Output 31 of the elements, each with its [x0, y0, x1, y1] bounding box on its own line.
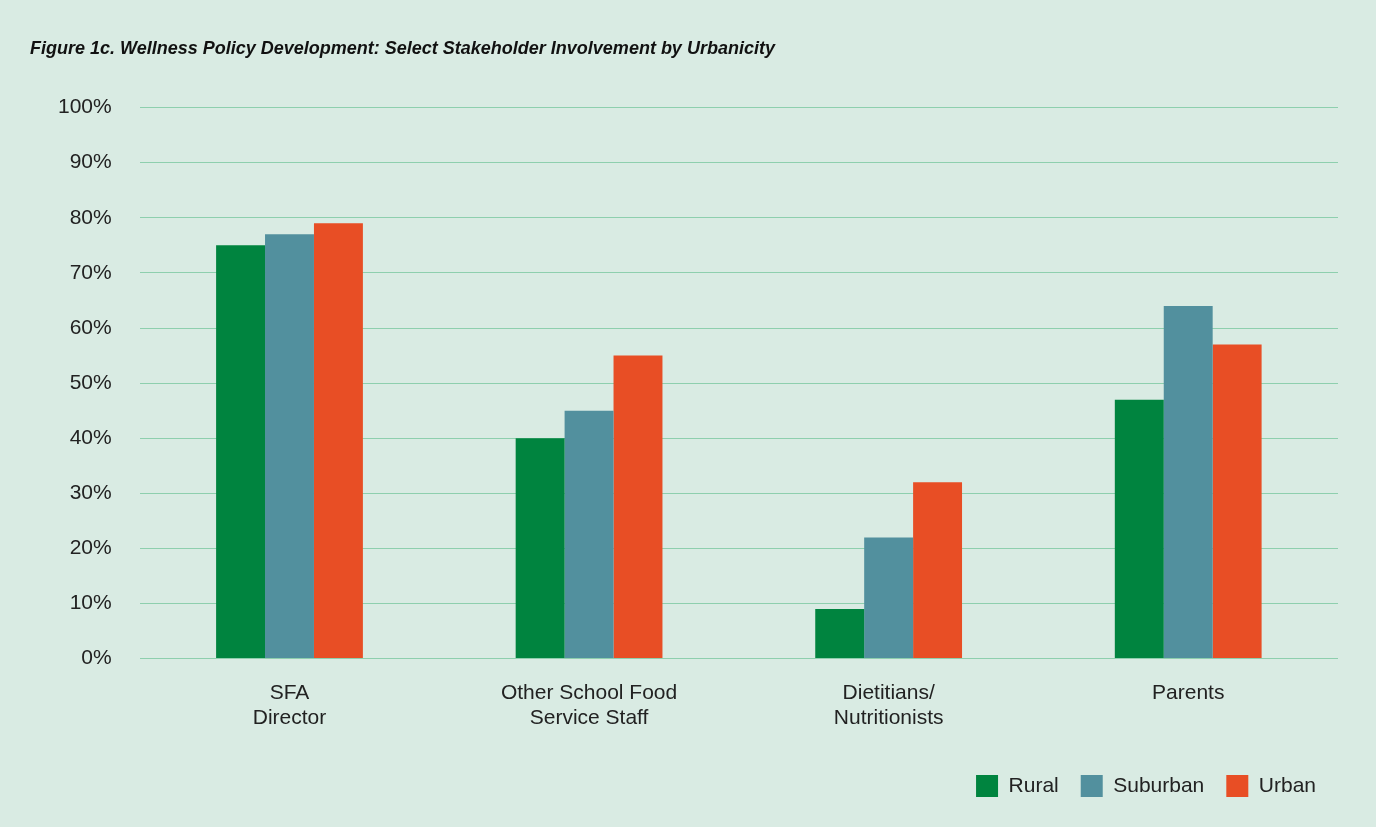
bar	[864, 537, 914, 659]
y-tick-label: 60%	[69, 314, 112, 338]
y-tick-label: 20%	[69, 535, 112, 559]
bar	[216, 245, 266, 659]
y-tick-label: 30%	[69, 480, 112, 504]
legend-label: Urban	[1258, 772, 1317, 796]
bar	[313, 223, 363, 659]
y-tick-label: 80%	[69, 204, 112, 228]
bar	[265, 234, 314, 659]
y-tick-label: 90%	[69, 149, 112, 173]
bar	[1114, 399, 1164, 659]
bar	[1212, 344, 1262, 659]
y-tick-label: 50%	[69, 369, 112, 393]
x-tick-label: Dietitians/ Nutritionists	[833, 680, 944, 729]
legend-label: Suburban	[1113, 772, 1205, 796]
chart-title: Figure 1c. Wellness Policy Development: Select Stakeholder Involvement by Urbanicity	[30, 37, 776, 58]
bar	[564, 410, 614, 659]
x-tick-label: Parents	[1152, 680, 1225, 703]
x-tick-label: Other School Food Service Staff	[500, 680, 678, 729]
bar	[815, 609, 865, 659]
bar	[913, 482, 963, 659]
y-tick-label: 70%	[69, 259, 112, 283]
y-tick-label: 100%	[57, 94, 112, 118]
bar	[515, 438, 565, 659]
legend-label: Rural	[1008, 772, 1059, 796]
y-tick-label: 10%	[69, 590, 112, 614]
bar	[613, 355, 663, 659]
y-tick-label: 40%	[69, 425, 112, 448]
x-tick-label: SFA Director	[252, 680, 327, 729]
bar	[1163, 305, 1213, 659]
y-tick-label: 0%	[81, 645, 112, 669]
